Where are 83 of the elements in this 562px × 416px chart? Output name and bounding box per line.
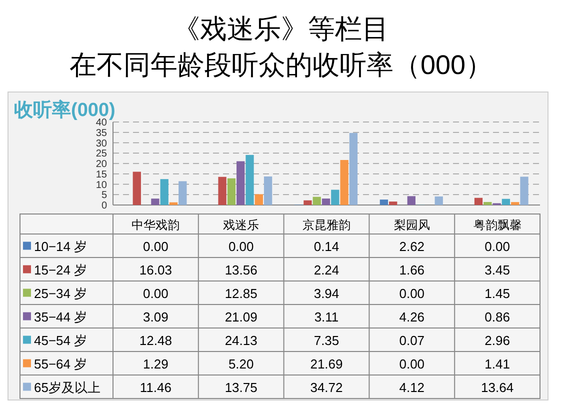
data-label: 13.75	[224, 380, 258, 395]
data-label: 2.62	[399, 238, 425, 254]
x-tick-label: 京昆雅韵	[302, 218, 350, 232]
y-tick-label: 20	[96, 159, 108, 170]
legend-label: 15−24 岁	[34, 262, 88, 278]
legend-label: 35−44 岁	[34, 309, 88, 324]
data-label: 0.00	[399, 356, 425, 372]
y-tick-label: 0	[101, 200, 108, 212]
chart-subtitle: 在不同年龄段听众的收听率（000）	[69, 50, 493, 80]
data-label: 3.94	[314, 286, 340, 301]
legend-label: 65岁及以上	[34, 380, 100, 395]
data-label: 3.45	[484, 262, 510, 278]
legend-label: 45−54 岁	[34, 332, 88, 348]
bar	[511, 202, 520, 205]
data-label: 16.03	[139, 262, 172, 278]
data-label: 0.00	[228, 238, 254, 254]
bar	[389, 202, 398, 205]
data-label: 11.46	[140, 380, 172, 395]
bar	[380, 200, 388, 205]
data-label: 13.56	[224, 262, 258, 278]
bar	[407, 196, 416, 205]
y-tick-label: 5	[101, 190, 108, 202]
legend-label: 55−64 岁	[34, 356, 88, 372]
x-tick-label: 中华戏韵	[132, 218, 180, 232]
data-label: 3.11	[314, 309, 339, 324]
bar	[264, 176, 272, 205]
data-label: 24.13	[224, 332, 258, 348]
data-label: 7.35	[314, 332, 340, 348]
bar	[304, 200, 312, 205]
bar	[254, 194, 263, 205]
y-tick-label: 15	[96, 169, 108, 180]
y-tick-label: 30	[96, 138, 108, 150]
data-label: 5.20	[228, 356, 254, 372]
legend-label: 25−34 岁	[34, 286, 88, 301]
bar	[331, 190, 340, 205]
legend-label: 10−14 岁	[34, 238, 88, 254]
y-tick-label: 25	[96, 148, 108, 160]
bar	[349, 132, 358, 205]
y-tick-label: 10	[96, 180, 108, 191]
bar	[520, 176, 528, 205]
data-label: 0.00	[143, 286, 168, 301]
x-tick-label: 戏迷乐	[223, 218, 260, 232]
x-tick-label: 粤韵飘馨	[473, 218, 522, 232]
data-label: 0.00	[484, 238, 510, 254]
bar	[502, 198, 510, 205]
data-label: 1.66	[399, 262, 425, 278]
chart-title: 《戏迷乐》等栏目	[173, 14, 389, 44]
bar	[434, 196, 443, 205]
bar	[169, 202, 178, 205]
data-label: 12.48	[139, 332, 172, 348]
bar	[322, 198, 330, 205]
data-label: 0.00	[143, 238, 168, 254]
data-label: 4.12	[399, 380, 425, 395]
data-label: 12.85	[224, 286, 258, 301]
data-label: 0.00	[399, 286, 425, 301]
data-label: 34.72	[310, 380, 343, 395]
bar	[312, 196, 321, 205]
bar	[484, 202, 492, 205]
data-label: 0.86	[484, 309, 510, 324]
bar	[218, 176, 226, 205]
y-tick-label: 35	[96, 128, 108, 139]
data-label: 2.24	[314, 262, 340, 278]
data-label: 0.07	[399, 332, 425, 348]
bar	[160, 179, 168, 205]
bar	[246, 154, 254, 205]
bar	[227, 178, 236, 205]
data-label: 4.26	[399, 309, 425, 324]
bar	[340, 160, 348, 205]
bar	[151, 198, 160, 205]
data-label: 1.41	[484, 356, 510, 372]
bar	[236, 161, 245, 205]
data-label: 21.09	[224, 309, 258, 324]
data-label: 3.09	[143, 309, 168, 324]
bar	[474, 198, 483, 205]
bar	[132, 172, 141, 205]
data-label: 1.45	[484, 286, 510, 301]
data-label: 13.64	[481, 380, 514, 395]
x-tick-label: 梨园风	[394, 218, 430, 232]
data-label: 2.96	[484, 332, 510, 348]
data-label: 1.29	[143, 356, 168, 372]
data-label: 0.14	[314, 238, 340, 254]
data-label: 21.69	[310, 356, 343, 372]
bar	[178, 181, 187, 205]
